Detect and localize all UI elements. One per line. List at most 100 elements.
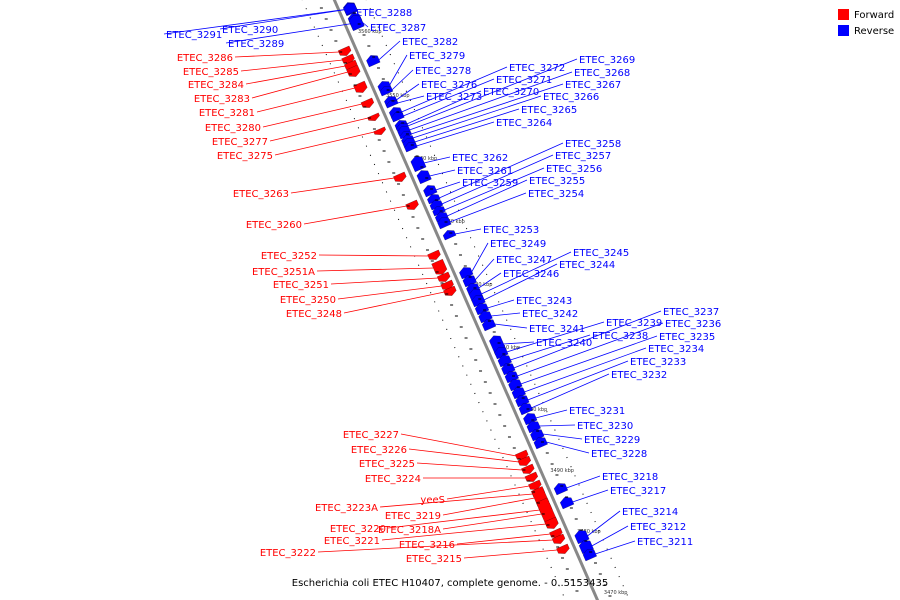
scale-tick-label: 3540 kbp [414, 156, 438, 162]
reverse-leader-line [163, 7, 356, 35]
reverse-gene-label: ETEC_3211 [637, 537, 693, 548]
forward-leader-line [446, 485, 530, 500]
reverse-leader-line [411, 83, 564, 135]
reverse-leader-line [503, 341, 535, 345]
forward-gene-label: ETEC_3277 [212, 137, 268, 148]
forward-leader-line [234, 51, 340, 58]
reverse-leader-line [435, 181, 461, 191]
reverse-leader-line [439, 142, 564, 199]
reverse-gene-arrow [533, 437, 548, 450]
reverse-leader-line [542, 433, 583, 440]
forward-leader-line [318, 254, 429, 257]
reverse-gene-label: ETEC_3276 [421, 80, 477, 91]
reverse-gene-arrow [494, 347, 509, 360]
reverse-gene-label: ETEC_3290 [222, 25, 278, 36]
reverse-gene-label: ETEC_3271 [496, 75, 552, 86]
reverse-leader-line [487, 299, 515, 309]
reverse-gene-arrow [366, 55, 381, 68]
reverse-gene-label: ETEC_3217 [610, 486, 666, 497]
reverse-leader-line [474, 258, 495, 281]
reverse-gene-arrow [466, 283, 481, 296]
forward-leader-line [442, 497, 535, 516]
forward-gene-label: ETEC_3215 [406, 554, 462, 565]
forward-leader-line [317, 539, 554, 553]
reverse-leader-line [444, 167, 545, 211]
forward-gene-label: ETEC_3223A [315, 503, 378, 514]
forward-gene-arrow [353, 80, 368, 93]
legend-reverse: Reverse [838, 25, 894, 37]
reverse-gene-label: ETEC_3282 [402, 37, 458, 48]
reverse-gene-label: ETEC_3267 [565, 80, 621, 91]
reverse-gene-label: ETEC_3244 [559, 260, 615, 271]
reverse-leader-line [407, 58, 578, 127]
reverse-gene-label: ETEC_3273 [426, 92, 482, 103]
forward-leader-line [269, 117, 369, 142]
forward-leader-line [290, 177, 395, 194]
reverse-gene-arrow [501, 363, 516, 376]
forward-gene-label: ETEC_3221 [324, 536, 380, 547]
reverse-gene-arrow [416, 170, 432, 185]
genome-caption: Escherichia coli ETEC H10407, complete g… [291, 578, 609, 589]
forward-gene-label: ETEC_3281 [199, 108, 255, 119]
reverse-leader-line [591, 525, 629, 547]
reverse-gene-arrow [468, 289, 483, 302]
forward-leader-line [337, 285, 442, 300]
reverse-gene-arrow [432, 206, 446, 217]
reverse-gene-label: ETEC_3229 [584, 435, 640, 446]
reverse-gene-arrow [429, 200, 444, 211]
reverse-gene-label: ETEC_3255 [529, 176, 585, 187]
forward-leader-line [330, 277, 439, 285]
forward-leader-line [240, 59, 343, 72]
reverse-gene-label: ETEC_3288 [356, 8, 412, 19]
reverse-leader-line [403, 78, 495, 117]
reverse-gene-label: ETEC_3214 [622, 507, 678, 518]
forward-gene-arrow [443, 285, 457, 296]
forward-gene-label: ETEC_3248 [286, 309, 342, 320]
forward-gene-arrow [360, 97, 374, 108]
reverse-gene-label: ETEC_3247 [496, 255, 552, 266]
reverse-gene-label: ETEC_3230 [577, 421, 633, 432]
forward-gene-arrow [405, 199, 419, 210]
reverse-leader-line [401, 66, 508, 113]
reverse-leader-line [595, 540, 636, 555]
forward-leader-line [400, 433, 517, 457]
forward-gene-arrow [337, 45, 352, 56]
forward-leader-line [379, 493, 533, 508]
scale-tick-label: 3510 kbp [497, 345, 521, 351]
reverse-gene-arrow [427, 194, 441, 205]
reverse-leader-line [389, 54, 408, 86]
scale-tick-label: 3550 kbp [386, 93, 410, 99]
forward-gene-label: ETEC_3283 [194, 94, 250, 105]
reverse-leader-line [449, 192, 527, 223]
reverse-gene-label: ETEC_3253 [483, 225, 539, 236]
reverse-gene-label: ETEC_3266 [543, 92, 599, 103]
reverse-gene-arrow [462, 275, 477, 288]
genome-backbone [332, 0, 600, 600]
reverse-gene-arrow [560, 497, 575, 510]
legend-reverse-label: Reverse [854, 26, 895, 37]
forward-gene-arrow [517, 455, 531, 466]
reverse-gene-arrow [442, 230, 457, 241]
reverse-leader-line [572, 489, 609, 503]
reverse-gene-label: ETEC_3261 [457, 166, 513, 177]
scale-tick-label: 3490 kbp [550, 468, 574, 474]
reverse-leader-line [378, 40, 401, 61]
reverse-gene-label: ETEC_3242 [522, 309, 578, 320]
forward-gene-label: ETEC_3251 [273, 280, 329, 291]
reverse-leader-line [391, 69, 414, 91]
reverse-gene-arrow [410, 156, 427, 172]
forward-gene-arrow [437, 271, 451, 282]
forward-gene-label: ETEC_3286 [177, 53, 233, 64]
reverse-gene-label: ETEC_3245 [573, 248, 629, 259]
forward-gene-label: ETEC_3252 [261, 251, 317, 262]
reverse-leader-line [478, 272, 502, 289]
reverse-gene-label: ETEC_3232 [611, 370, 667, 381]
scale-tick-label: 3530 kbp [441, 219, 465, 225]
forward-gene-arrow [521, 463, 535, 474]
reverse-gene-label: ETEC_3291 [166, 30, 222, 41]
reverse-leader-line [494, 323, 528, 329]
forward-gene-arrow [556, 543, 570, 554]
reverse-gene-arrow [553, 483, 568, 496]
reverse-gene-label: ETEC_3233 [630, 357, 686, 368]
